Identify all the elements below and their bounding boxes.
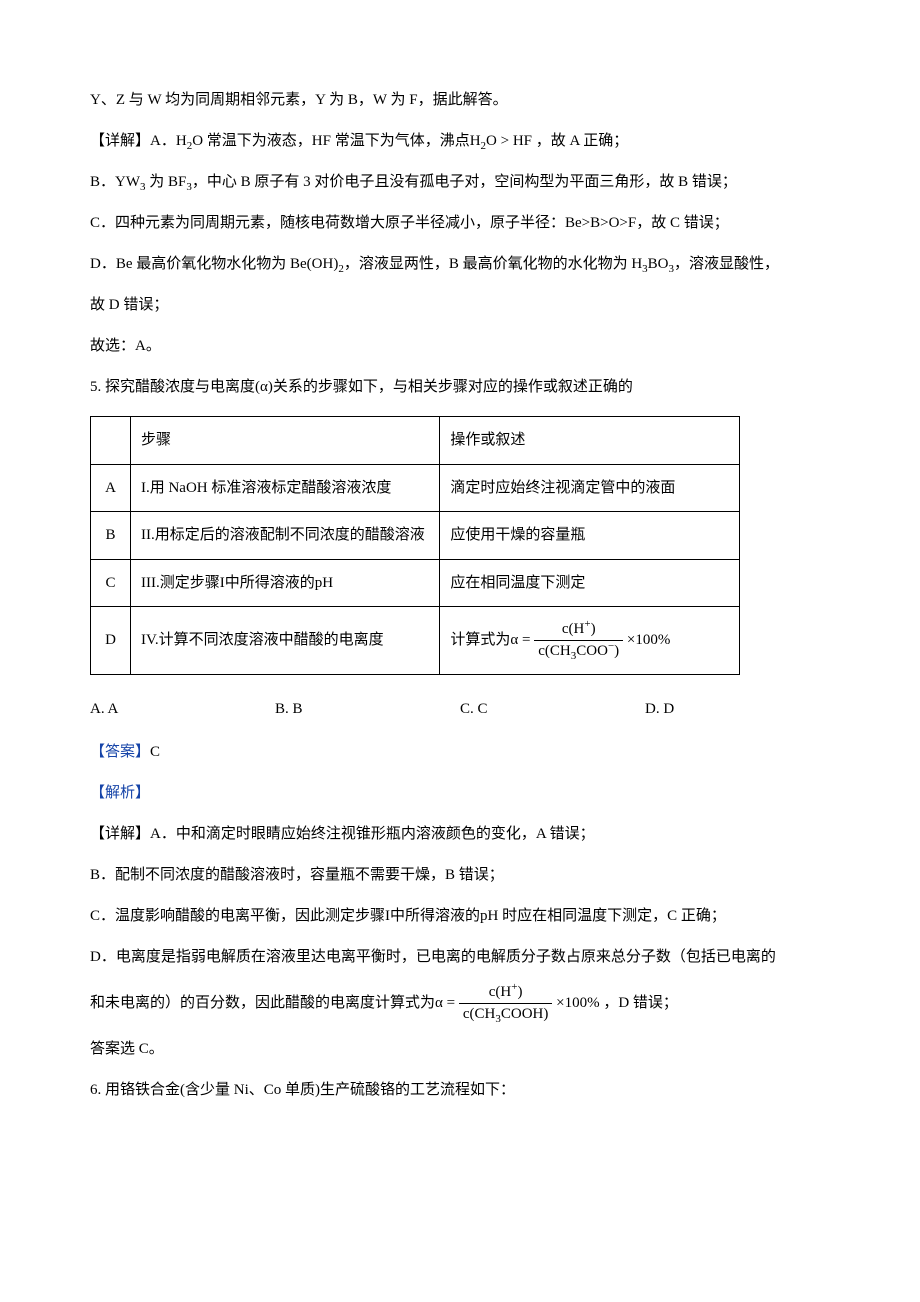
exp-d1: D．电离度是指弱电解质在溶液里达电离平衡时，已电离的电解质分子数占原来总分子数（… xyxy=(90,937,830,978)
detail-d: D．Be 最高价氧化物水化物为 Be(OH)2，溶液显两性，B 最高价氧化物的水… xyxy=(90,244,830,285)
q5-stem: 5. 探究醋酸浓度与电离度(α)关系的步骤如下，与相关步骤对应的操作或叙述正确的 xyxy=(90,367,830,408)
table-row: C III.测定步骤I中所得溶液的pH 应在相同温度下测定 xyxy=(91,559,740,607)
answer: 【答案】C xyxy=(90,732,830,773)
q5-table: 步骤 操作或叙述 A I.用 NaOH 标准溶液标定醋酸溶液浓度 滴定时应始终注… xyxy=(90,416,740,675)
header-step: 步骤 xyxy=(130,417,439,465)
choice-d: D. D xyxy=(645,693,830,726)
table-row: D IV.计算不同浓度溶液中醋酸的电离度 计算式为α = c(H+) c(CH3… xyxy=(91,607,740,675)
detail-c: C．四种元素为同周期元素，随核电荷数增大原子半径减小，原子半径：Be>B>O>F… xyxy=(90,203,830,244)
fraction: c(H+) c(CH3COOH) xyxy=(459,982,553,1025)
analysis-label: 【解析】 xyxy=(90,773,830,814)
exp-b: B．配制不同浓度的醋酸溶液时，容量瓶不需要干燥，B 错误； xyxy=(90,855,830,896)
detail-a: 【详解】A．H2O 常温下为液态，HF 常温下为气体，沸点H2O > HF ，故… xyxy=(90,121,830,162)
exp-d2: 和未电离的）的百分数，因此醋酸的电离度计算式为α = c(H+) c(CH3CO… xyxy=(90,978,830,1029)
table-row: B II.用标定后的溶液配制不同浓度的醋酸溶液 应使用干燥的容量瓶 xyxy=(91,512,740,560)
exp-a: 【详解】A．中和滴定时眼睛应始终注视锥形瓶内溶液颜色的变化，A 错误； xyxy=(90,814,830,855)
choice-c: C. C xyxy=(460,693,645,726)
table-header-row: 步骤 操作或叙述 xyxy=(91,417,740,465)
intro-line: Y、Z 与 W 均为同周期相邻元素，Y 为 B，W 为 F，据此解答。 xyxy=(90,80,830,121)
detail-b: B．YW3 为 BF3，中心 B 原子有 3 对价电子且没有孤电子对，空间构型为… xyxy=(90,162,830,203)
q6-stem: 6. 用铬铁合金(含少量 Ni、Co 单质)生产硫酸铬的工艺流程如下： xyxy=(90,1070,830,1111)
final-answer: 答案选 C。 xyxy=(90,1029,830,1070)
header-op: 操作或叙述 xyxy=(440,417,740,465)
choice-b: B. B xyxy=(275,693,460,726)
detail-pick: 故选：A。 xyxy=(90,326,830,367)
q5-choices: A. A B. B C. C D. D xyxy=(90,693,830,726)
detail-d2: 故 D 错误； xyxy=(90,285,830,326)
exp-c: C．温度影响醋酸的电离平衡，因此测定步骤I中所得溶液的pH 时应在相同温度下测定… xyxy=(90,896,830,937)
choice-a: A. A xyxy=(90,693,275,726)
fraction: c(H+) c(CH3COO−) xyxy=(534,619,623,662)
table-row: A I.用 NaOH 标准溶液标定醋酸溶液浓度 滴定时应始终注视滴定管中的液面 xyxy=(91,464,740,512)
